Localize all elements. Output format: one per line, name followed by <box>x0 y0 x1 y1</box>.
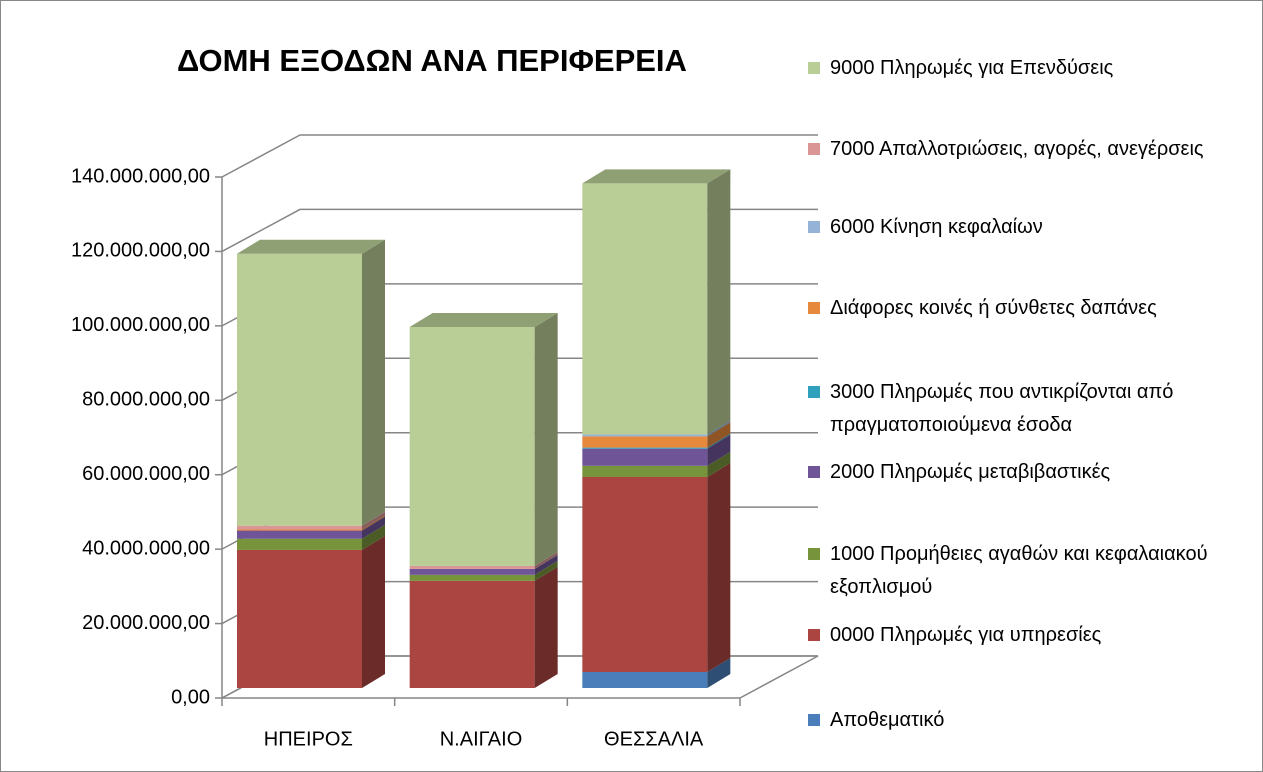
legend-item: 2000 Πληρωμές μεταβιβαστικές <box>808 456 1248 489</box>
legend-label: 1000 Προμήθειες αγαθών και κεφαλαιακού ε… <box>830 543 1208 598</box>
y-tick-label: 80.000.000,00 <box>82 389 210 411</box>
bar-segment <box>582 671 708 688</box>
legend-item: Αποθεματικό <box>808 704 1248 737</box>
bar-segment <box>409 568 535 575</box>
bar-top <box>582 169 731 184</box>
bar-side <box>362 524 385 550</box>
bar-segment <box>237 529 362 531</box>
bar-top <box>409 313 558 328</box>
legend-item: 3000 Πληρωμές που αντικρίζονται από πραγ… <box>808 376 1248 442</box>
chart-title: ΔΟΜΗ ΕΞΟΔΩΝ ΑΝΑ ΠΕΡΙΦΕΡΕΙΑ <box>177 43 687 78</box>
y-tick-label: 20.000.000,00 <box>82 612 210 634</box>
legend-item: Διάφορες κοινές ή σύνθετες δαπάνες <box>808 292 1248 325</box>
y-tick-label: 0,00 <box>171 686 210 708</box>
legend-label: Διάφορες κοινές ή σύνθετες δαπάνες <box>830 297 1157 319</box>
bar-side <box>534 554 558 575</box>
bar-segment <box>237 538 362 550</box>
legend-swatch <box>808 548 820 560</box>
grid-line <box>221 134 818 178</box>
legend-swatch <box>808 143 820 155</box>
legend-item: 1000 Προμήθειες αγαθών και κεφαλαιακού ε… <box>808 538 1248 604</box>
y-tick-label: 40.000.000,00 <box>82 537 210 559</box>
bar-side <box>362 511 385 530</box>
legend-item: 6000 Κίνηση κεφαλαίων <box>808 211 1248 244</box>
bar-side <box>534 551 558 569</box>
legend-item: 0000 Πληρωμές για υπηρεσίες <box>808 619 1248 652</box>
bar-segment <box>237 253 362 526</box>
legend-swatch <box>808 386 820 398</box>
legend-label: 0000 Πληρωμές για υπηρεσίες <box>830 624 1102 646</box>
bar-segment <box>582 447 708 449</box>
bar-side <box>362 516 385 539</box>
y-tick-label: 120.000.000,00 <box>71 240 210 262</box>
y-tick-label: 100.000.000,00 <box>71 314 210 336</box>
y-tick-label: 60.000.000,00 <box>82 463 210 485</box>
x-tick-label: Ν.ΑΙΓΑΙΟ <box>440 728 523 750</box>
bar-side <box>707 420 731 437</box>
bar-segment <box>582 434 708 437</box>
bar-side <box>534 566 558 688</box>
legend-label: 7000 Απαλλοτριώσεις, αγορές, ανεγέρσεις <box>830 138 1204 160</box>
bar-segment <box>409 574 535 581</box>
legend-swatch <box>808 302 820 314</box>
legend-label: 2000 Πληρωμές μεταβιβαστικές <box>830 461 1111 483</box>
bar-side <box>707 169 731 435</box>
legend-swatch <box>808 629 820 641</box>
bar-segment <box>582 436 708 448</box>
bar-side <box>534 560 558 581</box>
bar-side <box>707 433 731 449</box>
legend-swatch <box>808 62 820 74</box>
bar-segment <box>582 183 708 435</box>
bar-segment <box>409 327 535 566</box>
legend-item: 9000 Πληρωμές για Επενδύσεις <box>808 52 1248 85</box>
bar-side <box>362 515 385 531</box>
bar-side <box>707 462 731 672</box>
legend-swatch <box>808 221 820 233</box>
bar-side <box>707 434 731 466</box>
bar-side <box>362 535 385 688</box>
bar-segment <box>237 530 362 539</box>
bar-side <box>707 451 731 477</box>
bar-segment <box>409 580 535 688</box>
x-tick-label: ΗΠΕΙΡΟΣ <box>264 728 353 750</box>
bar-segment <box>582 476 708 672</box>
legend-label: Αποθεματικό <box>830 709 945 731</box>
bar-segment <box>409 565 535 569</box>
bar-segment <box>582 448 708 466</box>
y-tick-label: 140.000.000,00 <box>71 165 210 187</box>
bar-segment <box>237 549 362 688</box>
legend-swatch <box>808 466 820 478</box>
legend-label: 6000 Κίνηση κεφαλαίων <box>830 216 1043 238</box>
legend-label: 9000 Πληρωμές για Επενδύσεις <box>830 57 1114 79</box>
legend-item: 7000 Απαλλοτριώσεις, αγορές, ανεγέρσεις <box>808 133 1248 166</box>
bar-side <box>707 422 731 448</box>
legend-swatch <box>808 714 820 726</box>
bar-segment <box>237 525 362 530</box>
legend-label: 3000 Πληρωμές που αντικρίζονται από πραγ… <box>830 381 1174 436</box>
bar-side <box>362 239 385 526</box>
bar-side <box>707 657 731 688</box>
x-tick-label: ΘΕΣΣΑΛΙΑ <box>604 728 704 750</box>
bar-top <box>237 239 385 254</box>
bar-segment <box>582 465 708 477</box>
bar-side <box>534 313 558 566</box>
